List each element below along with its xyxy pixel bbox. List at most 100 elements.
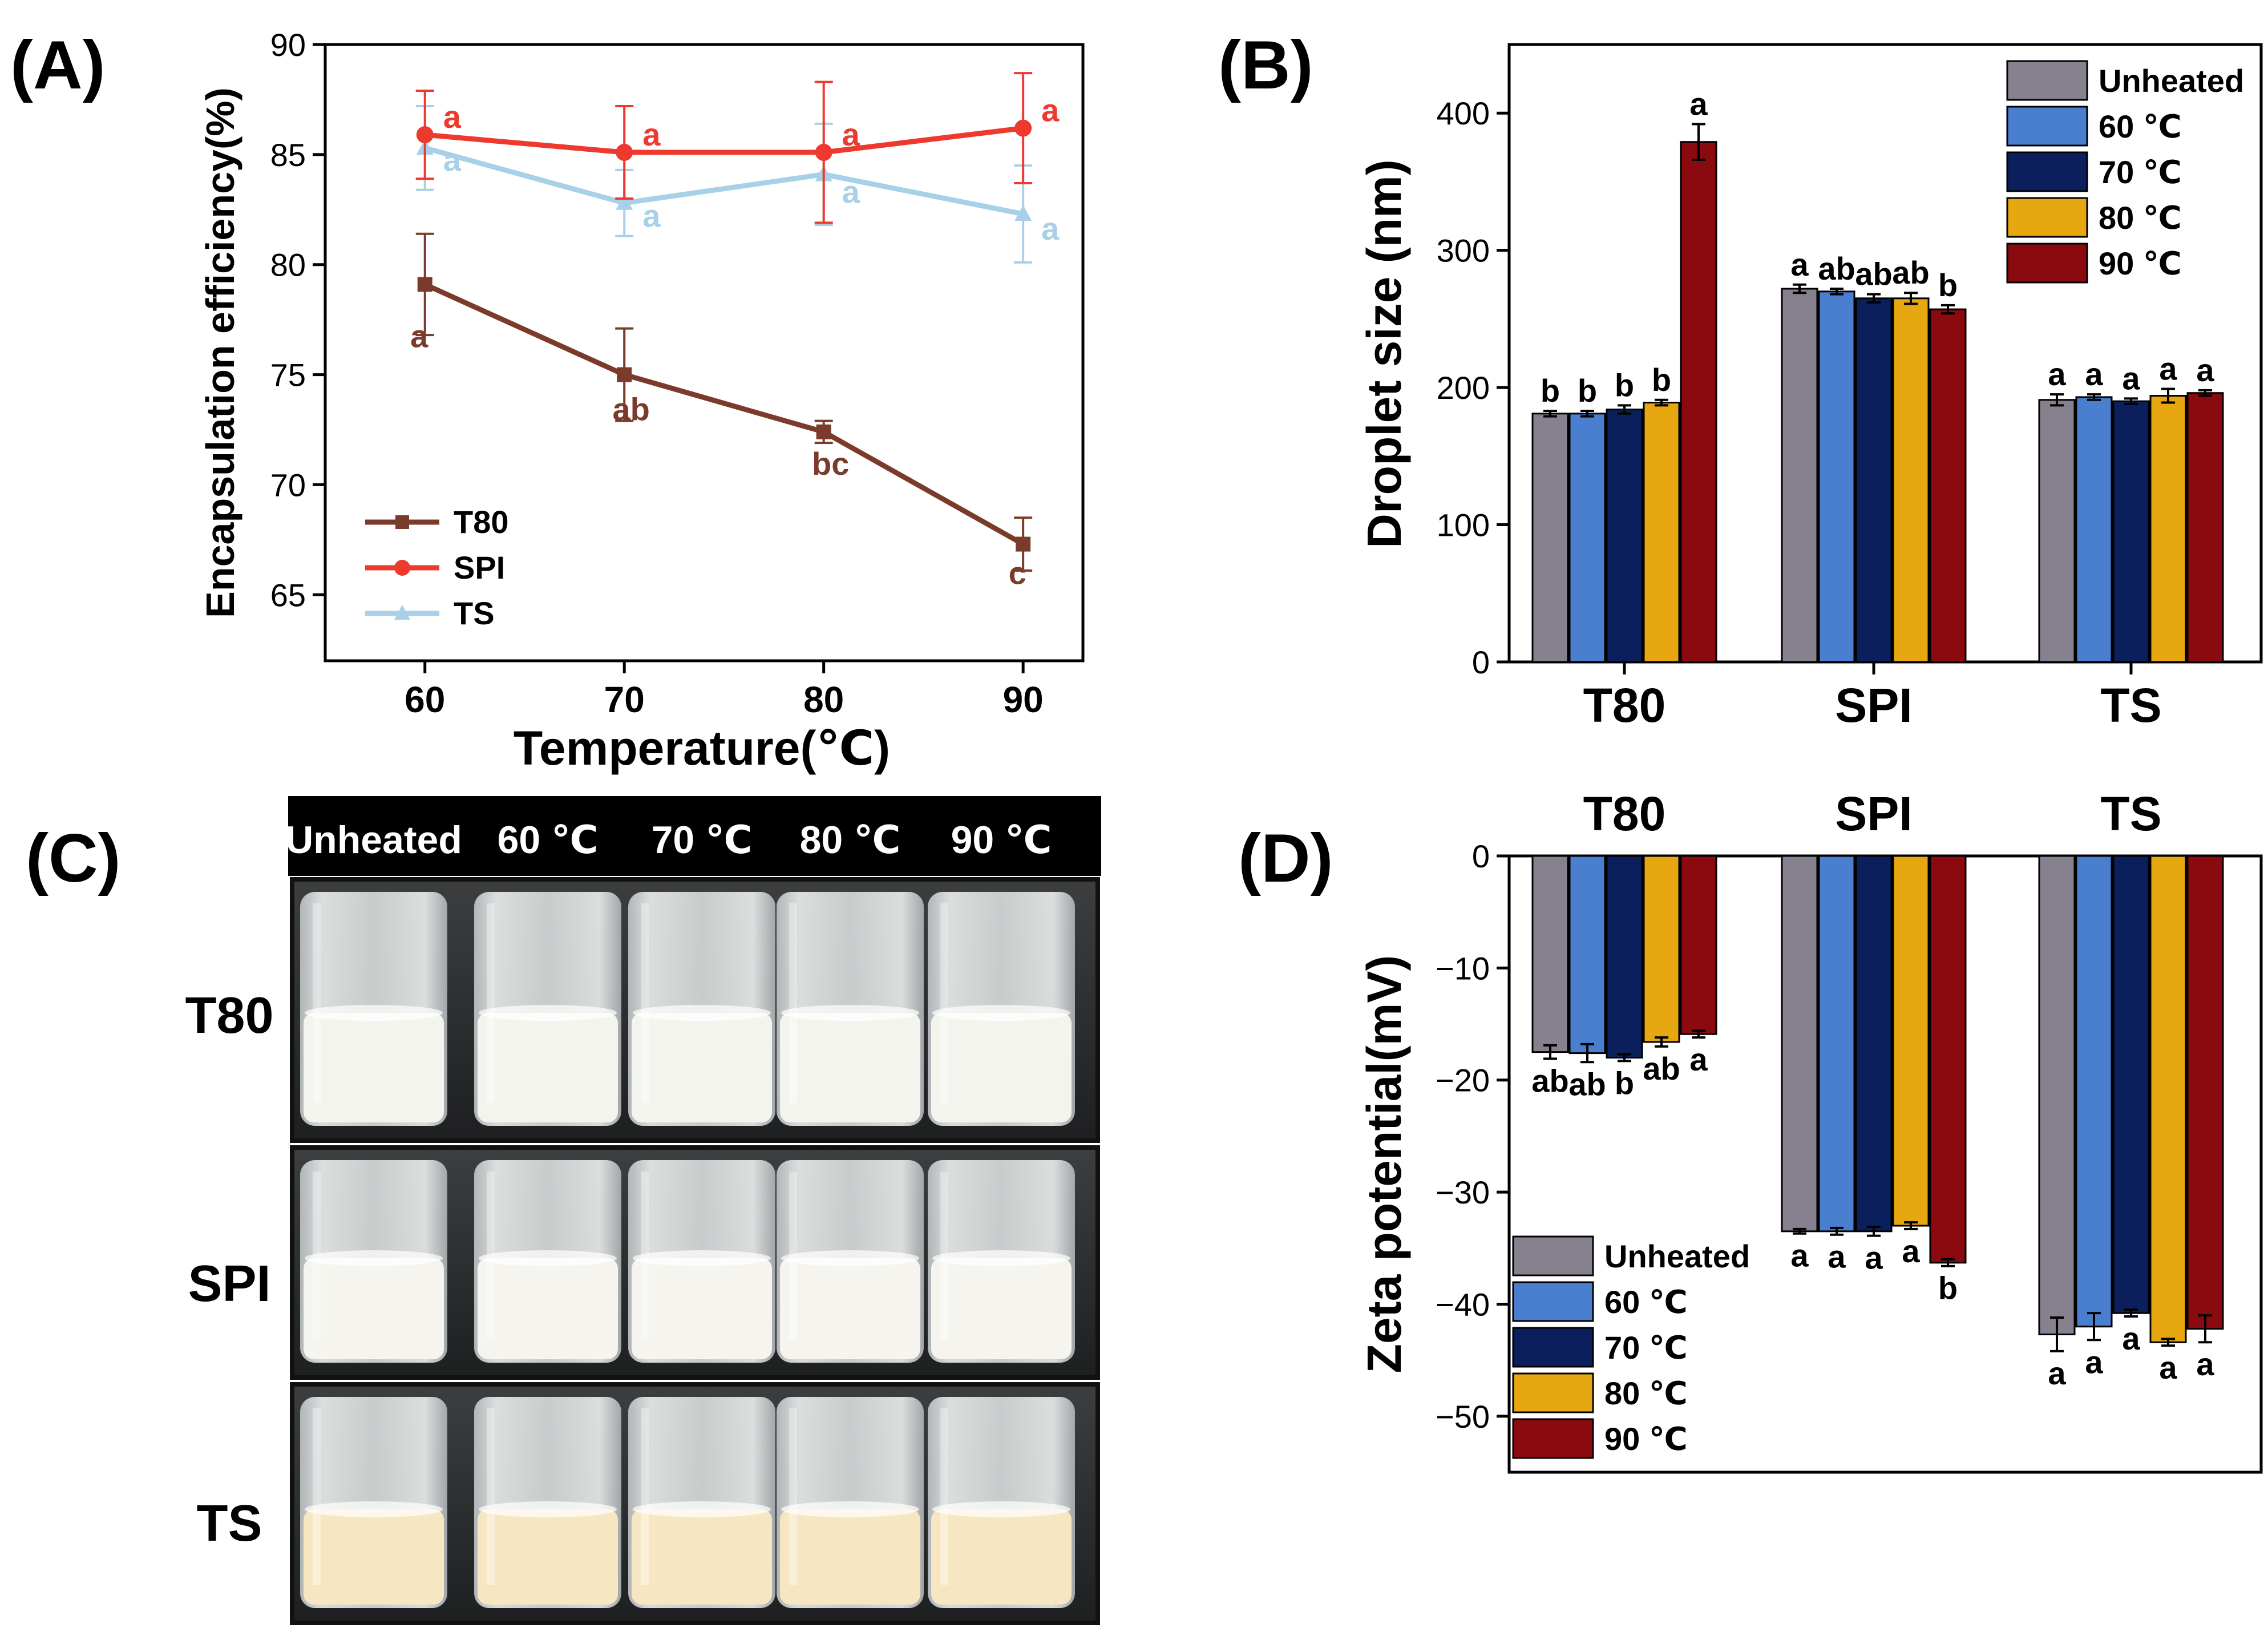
vial-highlight bbox=[487, 1172, 495, 1340]
sig-letter-t80-80: b bbox=[1652, 362, 1671, 398]
legend-item-80: 80 ℃ bbox=[1512, 1372, 1688, 1413]
vial-liquid bbox=[780, 1509, 920, 1605]
error-bar-spi-70 bbox=[1867, 1225, 1881, 1237]
chart-a-y-title: Encapsulation efficiency(%) bbox=[198, 87, 242, 618]
vial-highlight bbox=[487, 903, 495, 1103]
chart-a-encapsulation-efficiency: Encapsulation efficiency(%) Temperature(… bbox=[198, 27, 1085, 775]
sig-letter-t80-unheated: b bbox=[1541, 373, 1560, 409]
series-line-spi bbox=[425, 126, 1024, 155]
sig-letter-spi-90: b bbox=[1938, 267, 1958, 303]
y-tick-label-300: 300 bbox=[1437, 233, 1490, 269]
chart-d-zeta-potential: Zeta potential(mV) 0 −10 −20 −30 −40 −50 T80 S… bbox=[1357, 787, 2263, 1474]
vial-spi-5 bbox=[928, 1160, 1075, 1363]
chart-a-y-axis: 65 70 75 80 85 90 bbox=[270, 27, 325, 613]
photo-row-ts bbox=[290, 1382, 1100, 1625]
error-bar-ts-60 bbox=[2087, 393, 2101, 401]
bar-spi-80 bbox=[1892, 297, 1930, 663]
vial-meniscus bbox=[305, 1005, 443, 1021]
photo-rows bbox=[290, 877, 1100, 1625]
legend-item-90: 90 ℃ bbox=[2006, 243, 2182, 284]
y-tick-label-0: 0 bbox=[1472, 644, 1490, 680]
photo-header-70: 70 ℃ bbox=[652, 818, 753, 862]
sig-letter-spi-60: a bbox=[1828, 1239, 1846, 1275]
vial-liquid bbox=[304, 1258, 444, 1359]
bar-t80-80 bbox=[1643, 855, 1680, 1043]
legend-label-90: 90 ℃ bbox=[2099, 245, 2182, 281]
vial-ts-1 bbox=[300, 1397, 447, 1608]
legend-label-80: 80 ℃ bbox=[2099, 200, 2182, 236]
y-tick-label-75: 75 bbox=[270, 357, 306, 393]
bar-spi-unheated bbox=[1781, 288, 1818, 663]
y-tick-label-65: 65 bbox=[270, 577, 306, 613]
legend-item-t80: T80 bbox=[365, 504, 509, 540]
error-bar-ts-90 bbox=[2198, 1314, 2212, 1344]
x-tick-label-70: 70 bbox=[604, 679, 645, 720]
sig-letter-ts-60: a bbox=[443, 142, 462, 177]
sig-letter-t80-80: bc bbox=[812, 446, 849, 482]
error-bar-ts-90 bbox=[2198, 389, 2212, 397]
vial-t80-4 bbox=[777, 892, 924, 1126]
vial-liquid bbox=[304, 1509, 444, 1605]
x-tick-label-t80: T80 bbox=[1583, 678, 1666, 732]
sig-letter-spi-unheated: a bbox=[1790, 247, 1809, 282]
photo-column-headers: Unheated 60 ℃ 70 ℃ 80 ℃ 90 ℃ bbox=[285, 818, 1052, 862]
legend-marker-spi bbox=[394, 560, 410, 576]
sig-letter-ts-80: a bbox=[2159, 351, 2177, 387]
error-bar-ts-70 bbox=[2124, 1308, 2138, 1318]
legend-swatch-unheated bbox=[2006, 60, 2088, 101]
series-spi: a a aa bbox=[415, 72, 1060, 224]
bar-ts-unheated bbox=[2038, 399, 2076, 663]
vial-highlight bbox=[313, 903, 321, 1103]
photo-row-t80 bbox=[290, 877, 1100, 1143]
y-tick-label-400: 400 bbox=[1437, 95, 1490, 131]
vial-meniscus bbox=[479, 1250, 617, 1266]
bar-t80-70 bbox=[1606, 409, 1643, 663]
legend-label-ts: TS bbox=[454, 595, 495, 631]
legend-swatch-60 bbox=[2006, 106, 2088, 147]
x-tick-label-t80: T80 bbox=[1583, 787, 1666, 841]
legend-swatch-unheated bbox=[1512, 1235, 1594, 1276]
sig-letter-ts-70: a bbox=[2122, 1320, 2140, 1356]
sig-letter-spi-70: ab bbox=[1855, 256, 1892, 292]
vial-ts-3 bbox=[628, 1397, 775, 1608]
legend-marker-ts bbox=[394, 605, 410, 620]
chart-b-x-axis: T80 SPI TS bbox=[1583, 662, 2162, 732]
legend-swatch-80 bbox=[2006, 197, 2088, 238]
vial-ts-5 bbox=[928, 1397, 1075, 1608]
bar-t80-80 bbox=[1643, 402, 1680, 663]
sig-letter-spi-80: a bbox=[1902, 1233, 1920, 1269]
photo-header-bar bbox=[288, 796, 1101, 876]
marker-spi-70 bbox=[616, 144, 633, 161]
bar-ts-unheated bbox=[2038, 855, 2076, 1335]
bar-t80-60 bbox=[1568, 855, 1606, 1055]
legend-item-70: 70 ℃ bbox=[1512, 1327, 1688, 1368]
vial-highlight bbox=[641, 903, 649, 1103]
marker-ts-70 bbox=[616, 193, 633, 210]
legend-label-60: 60 ℃ bbox=[2099, 108, 2182, 144]
error-bar-t80-90 bbox=[1692, 123, 1705, 161]
sig-letter-t80-90: a bbox=[1689, 1041, 1708, 1077]
legend-swatch-70 bbox=[2006, 151, 2088, 192]
chart-a-legend: T80 SPI TS bbox=[365, 504, 509, 631]
sig-letter-t80-70: b bbox=[1615, 1065, 1634, 1101]
series-line-ts bbox=[424, 145, 1024, 217]
chart-d-bars: ab ab b ab aa a a aba aaa a bbox=[1531, 855, 2224, 1391]
marker-t80-90 bbox=[1016, 536, 1031, 552]
vial-meniscus bbox=[781, 1250, 919, 1266]
vial-liquid bbox=[931, 1258, 1072, 1359]
sig-letter-ts-90: a bbox=[2196, 1346, 2214, 1382]
vial-t80-3 bbox=[628, 892, 775, 1126]
photo-row-labels: T80 SPI TS bbox=[185, 987, 273, 1552]
error-bar-spi-90 bbox=[1941, 1258, 1955, 1267]
photo-header-80: 80 ℃ bbox=[800, 818, 901, 862]
sig-letter-spi-60: ab bbox=[1818, 251, 1855, 286]
panel-label-d: (D) bbox=[1238, 820, 1333, 896]
legend-label-unheated: Unheated bbox=[1604, 1238, 1750, 1274]
error-bar-spi-70 bbox=[1867, 293, 1881, 304]
sig-letter-t80-90: a bbox=[1689, 86, 1708, 122]
legend-item-unheated: Unheated bbox=[2006, 60, 2244, 101]
chart-d-y-axis: 0 −10 −20 −30 −40 −50 bbox=[1436, 838, 1509, 1435]
sig-letter-spi-80: ab bbox=[1892, 255, 1929, 290]
y-tick-label-0: 0 bbox=[1472, 838, 1490, 874]
